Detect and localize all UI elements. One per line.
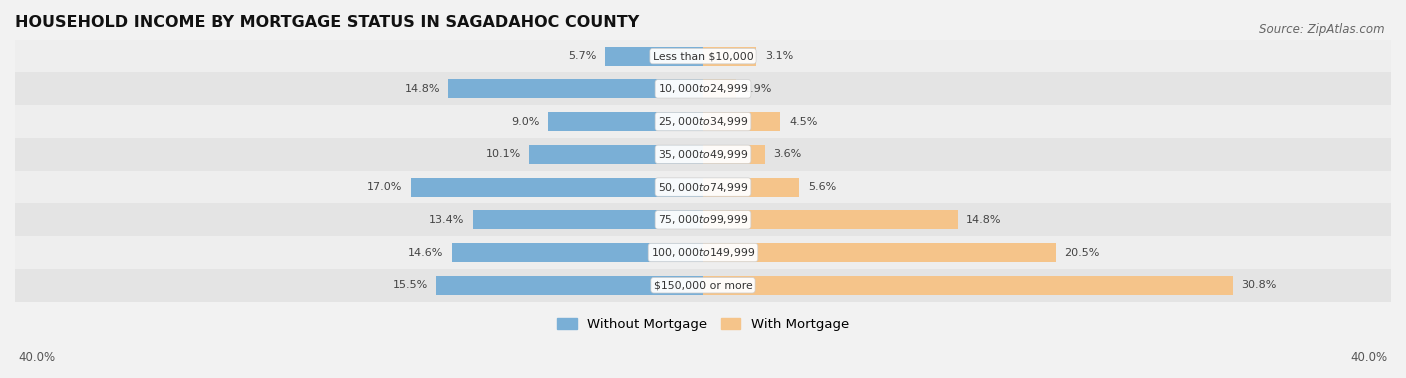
Text: 40.0%: 40.0% (1351, 351, 1388, 364)
Bar (15, 105, 1391, 138)
Bar (703, 112, 780, 131)
Text: 17.0%: 17.0% (367, 182, 402, 192)
Text: $10,000 to $24,999: $10,000 to $24,999 (658, 82, 748, 95)
Bar (548, 112, 703, 131)
Bar (472, 210, 703, 229)
Text: 10.1%: 10.1% (485, 149, 520, 159)
Text: 3.6%: 3.6% (773, 149, 801, 159)
Bar (15, 73, 1391, 105)
Text: 1.9%: 1.9% (744, 84, 773, 94)
Text: 5.6%: 5.6% (808, 182, 837, 192)
Bar (451, 243, 703, 262)
Bar (15, 171, 1391, 203)
Text: 14.8%: 14.8% (405, 84, 440, 94)
Bar (605, 46, 703, 66)
Bar (15, 40, 1391, 73)
Text: 20.5%: 20.5% (1064, 248, 1099, 257)
Text: 13.4%: 13.4% (429, 215, 464, 225)
Text: 4.5%: 4.5% (789, 116, 817, 127)
Bar (15, 138, 1391, 171)
Text: 3.1%: 3.1% (765, 51, 793, 61)
Bar (15, 236, 1391, 269)
Bar (703, 210, 957, 229)
Text: 14.6%: 14.6% (408, 248, 443, 257)
Text: $50,000 to $74,999: $50,000 to $74,999 (658, 181, 748, 194)
Legend: Without Mortgage, With Mortgage: Without Mortgage, With Mortgage (551, 313, 855, 336)
Bar (15, 269, 1391, 302)
Text: $150,000 or more: $150,000 or more (654, 280, 752, 290)
Text: $25,000 to $34,999: $25,000 to $34,999 (658, 115, 748, 128)
Text: $35,000 to $49,999: $35,000 to $49,999 (658, 148, 748, 161)
Text: 30.8%: 30.8% (1241, 280, 1277, 290)
Bar (449, 79, 703, 98)
Bar (703, 276, 1233, 295)
Text: HOUSEHOLD INCOME BY MORTGAGE STATUS IN SAGADAHOC COUNTY: HOUSEHOLD INCOME BY MORTGAGE STATUS IN S… (15, 15, 640, 30)
Text: 9.0%: 9.0% (512, 116, 540, 127)
Bar (703, 243, 1056, 262)
Text: 14.8%: 14.8% (966, 215, 1001, 225)
Bar (703, 178, 800, 197)
Text: 15.5%: 15.5% (392, 280, 427, 290)
Text: $100,000 to $149,999: $100,000 to $149,999 (651, 246, 755, 259)
Text: Less than $10,000: Less than $10,000 (652, 51, 754, 61)
Bar (703, 79, 735, 98)
Text: 5.7%: 5.7% (568, 51, 596, 61)
Text: 40.0%: 40.0% (18, 351, 55, 364)
Bar (436, 276, 703, 295)
Text: $75,000 to $99,999: $75,000 to $99,999 (658, 213, 748, 226)
Text: Source: ZipAtlas.com: Source: ZipAtlas.com (1260, 23, 1385, 36)
Bar (529, 145, 703, 164)
Bar (703, 46, 756, 66)
Bar (411, 178, 703, 197)
Bar (703, 145, 765, 164)
Bar (15, 203, 1391, 236)
